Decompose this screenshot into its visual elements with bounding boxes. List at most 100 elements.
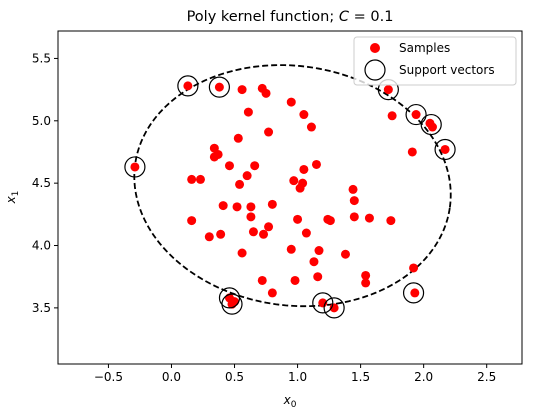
sample-point bbox=[364, 213, 374, 223]
sample-point bbox=[314, 246, 324, 256]
sample-point bbox=[204, 232, 214, 242]
sample-point bbox=[237, 85, 247, 95]
sample-point bbox=[261, 88, 271, 98]
legend-box bbox=[353, 36, 517, 86]
sample-point bbox=[409, 263, 419, 273]
y-tick-label: 5.0 bbox=[32, 114, 51, 128]
y-tick-label: 4.5 bbox=[32, 176, 51, 190]
sample-point bbox=[267, 288, 277, 298]
legend-sample-marker bbox=[370, 43, 380, 53]
sample-point bbox=[242, 171, 252, 181]
sample-point bbox=[313, 272, 323, 282]
sample-point bbox=[224, 161, 234, 171]
sample-point bbox=[299, 110, 309, 120]
chart-title: Poly kernel function; C = 0.1 bbox=[187, 9, 394, 25]
sample-point bbox=[216, 229, 226, 239]
y-tick-label: 5.5 bbox=[32, 51, 51, 65]
x-tick-label: −0.5 bbox=[94, 370, 123, 384]
sample-point bbox=[340, 249, 350, 259]
support-vector-ring bbox=[208, 76, 230, 98]
support-vectors-layer bbox=[124, 75, 456, 319]
sample-point bbox=[286, 244, 296, 254]
title-param: C bbox=[339, 9, 350, 25]
sample-point bbox=[230, 297, 240, 307]
support-vector-ring bbox=[434, 138, 456, 161]
legend-label-samples: Samples bbox=[399, 41, 450, 55]
sample-point bbox=[387, 111, 397, 121]
plot-frame bbox=[57, 30, 523, 365]
x-tick-label: 2.5 bbox=[477, 370, 496, 384]
support-vector-ring bbox=[124, 156, 146, 178]
sample-point bbox=[383, 85, 393, 95]
legend: Samples Support vectors bbox=[353, 36, 517, 86]
sample-point bbox=[293, 214, 303, 224]
sample-point bbox=[440, 144, 450, 154]
sample-point bbox=[218, 201, 228, 211]
sample-point bbox=[306, 122, 316, 132]
sample-point bbox=[411, 110, 421, 120]
support-vector-ring bbox=[221, 293, 243, 315]
sample-point bbox=[264, 127, 274, 137]
y-axis-label: x1 bbox=[4, 191, 21, 205]
sample-point bbox=[187, 216, 197, 226]
sample-point bbox=[301, 228, 311, 238]
legend-support-vector-marker bbox=[364, 59, 386, 81]
sample-point bbox=[243, 107, 253, 117]
y-tick-label: 3.5 bbox=[32, 301, 51, 315]
sample-point bbox=[232, 202, 242, 212]
sample-point bbox=[298, 178, 308, 188]
sample-point bbox=[348, 184, 358, 194]
sample-point bbox=[246, 212, 256, 222]
sample-point bbox=[187, 174, 197, 184]
x-tick-label: 0.5 bbox=[225, 370, 244, 384]
title-value: = 0.1 bbox=[349, 9, 393, 25]
sample-point bbox=[195, 174, 205, 184]
sample-point bbox=[214, 82, 224, 92]
sample-point bbox=[246, 202, 256, 212]
sample-point bbox=[183, 81, 193, 91]
y-tick-label: 4.0 bbox=[32, 239, 51, 253]
support-vector-ring bbox=[323, 297, 345, 319]
support-vector-ring bbox=[402, 282, 425, 304]
sample-point bbox=[349, 196, 359, 206]
sample-point bbox=[309, 257, 319, 267]
sample-point bbox=[267, 199, 277, 209]
x-axis-label: x0 bbox=[283, 393, 297, 410]
x-tick-label: 0.0 bbox=[162, 370, 181, 384]
x-tick-label: 1.0 bbox=[288, 370, 307, 384]
support-vector-ring bbox=[405, 103, 427, 126]
sample-point bbox=[235, 179, 245, 189]
support-vector-ring bbox=[177, 75, 199, 97]
sample-point bbox=[130, 162, 140, 172]
sample-point bbox=[233, 133, 243, 143]
legend-label-support-vectors: Support vectors bbox=[399, 63, 495, 77]
sample-point bbox=[407, 147, 417, 157]
sample-point bbox=[286, 97, 296, 107]
sample-point bbox=[289, 176, 299, 186]
x-tick-label: 2.0 bbox=[414, 370, 433, 384]
decision-boundary-layer bbox=[133, 64, 452, 308]
support-vector-ring bbox=[420, 113, 442, 136]
x-axis-ticks: −0.5 0.0 0.5 1.0 1.5 2.0 2.5 bbox=[94, 364, 496, 384]
sample-point bbox=[361, 278, 371, 288]
sample-point bbox=[237, 248, 247, 258]
sample-point bbox=[259, 229, 269, 239]
title-text: Poly kernel function; bbox=[187, 9, 339, 25]
sample-point bbox=[386, 216, 396, 226]
sample-point bbox=[349, 212, 359, 222]
sample-point bbox=[325, 216, 335, 226]
sample-point bbox=[361, 270, 371, 280]
samples-layer bbox=[130, 81, 450, 313]
sample-point bbox=[427, 122, 437, 132]
sample-point bbox=[248, 227, 258, 237]
sample-point bbox=[311, 159, 321, 169]
sample-point bbox=[299, 164, 309, 174]
sample-point bbox=[213, 149, 223, 159]
x-tick-label: 1.5 bbox=[351, 370, 370, 384]
sample-point bbox=[264, 222, 274, 232]
sample-point bbox=[250, 161, 260, 171]
support-vector-ring bbox=[312, 292, 334, 314]
sample-point bbox=[410, 288, 420, 298]
